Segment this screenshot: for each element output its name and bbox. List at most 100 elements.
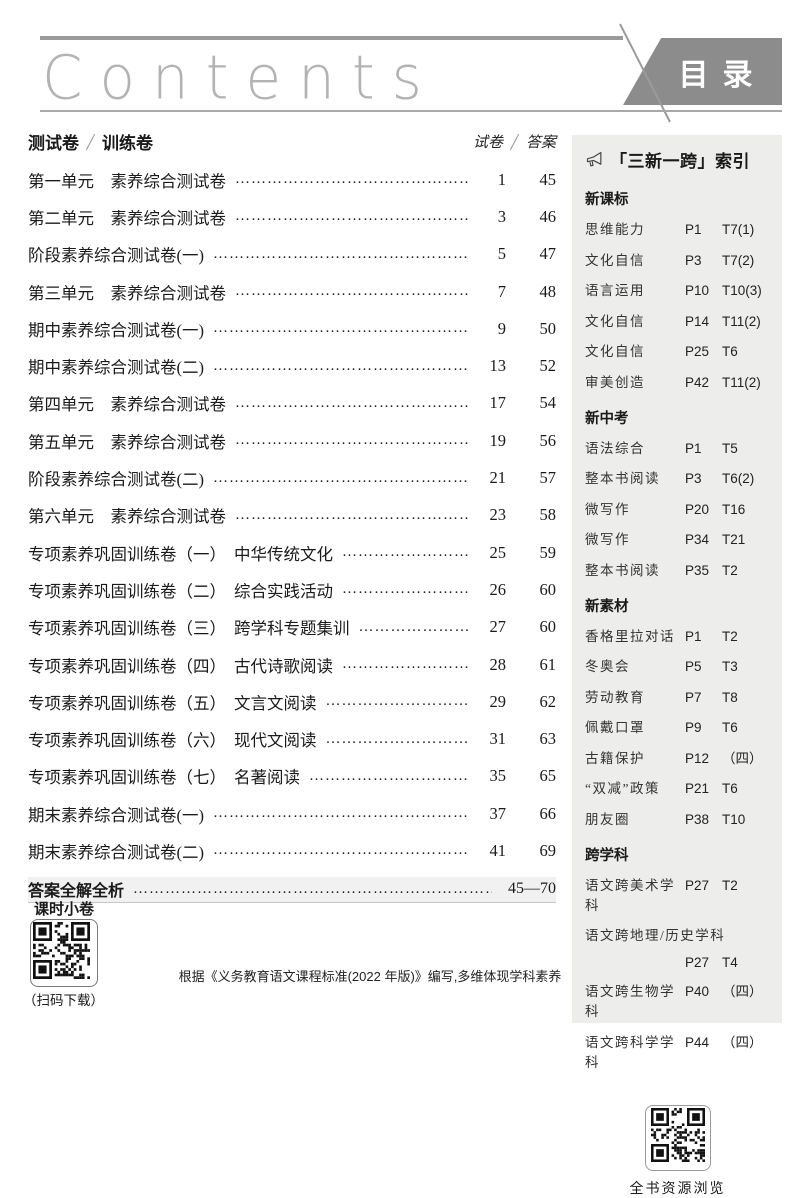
index-sidebar: 「三新一跨」索引 新课标 思维能力 P1 T7(1) 文化自信 P3 T7(2)… xyxy=(572,135,782,1197)
toc-row: 专项素养巩固训练卷（七） 名著阅读 35 65 xyxy=(28,758,556,795)
toc-row-subtitle: 综合实践活动 xyxy=(234,581,333,601)
sidebar-item-ref: T6 xyxy=(722,720,738,735)
sidebar-item-label: 思维能力 xyxy=(585,222,645,237)
sidebar-item-ref: T11(2) xyxy=(722,313,761,329)
dot-leader xyxy=(235,171,470,188)
toc-row: 期中素养综合测试卷(一) 9 50 xyxy=(28,310,556,347)
dot-leader xyxy=(133,881,492,898)
toc-row: 第四单元 素养综合测试卷 17 54 xyxy=(28,385,556,422)
toc-row-paper-page: 41 xyxy=(489,840,507,860)
dot-leader xyxy=(213,470,470,487)
toc-row-title: 专项素养巩固训练卷（六） xyxy=(28,731,226,751)
toc-row-paper-page: 13 xyxy=(489,356,507,376)
toc-row-title: 专项素养巩固训练卷（七） xyxy=(28,768,226,788)
sidebar-item-page: P38 xyxy=(685,811,710,827)
toc-row-title: 第五单元 素养综合测试卷 xyxy=(28,432,226,452)
toc-row-paper-page: 19 xyxy=(489,430,507,450)
toc-row-title: 阶段素养综合测试卷(二) xyxy=(28,470,204,490)
sidebar-item-label: “双减”政策 xyxy=(585,781,660,796)
toc-row-subtitle: 名著阅读 xyxy=(234,768,300,788)
dot-leader xyxy=(326,693,471,710)
col-header-training-papers: 训练卷 xyxy=(102,134,153,153)
toc-row-title: 专项素养巩固训练卷（三） xyxy=(28,619,226,639)
sidebar-item-label: 语文跨美术学科 xyxy=(585,877,675,913)
toc-row-answer-page: 56 xyxy=(539,430,557,450)
dot-leader xyxy=(359,619,471,636)
resources-qr-code xyxy=(644,1104,711,1171)
sidebar-index-item: 语文跨地理/历史学科 xyxy=(585,924,770,944)
dot-leader xyxy=(235,432,470,449)
toc-row-answer-page: 58 xyxy=(539,505,557,525)
sidebar-item-page: P42 xyxy=(685,374,710,390)
sidebar-item-page: P25 xyxy=(685,344,710,359)
sidebar-section-items: 思维能力 P1 T7(1) 文化自信 P3 T7(2) 语言运用 P10 T10… xyxy=(585,218,770,391)
scan-download-caption: （扫码下载） xyxy=(23,993,104,1008)
toc-row-answer-page: 60 xyxy=(539,579,557,599)
sidebar-item-label: 整本书阅读 xyxy=(585,471,660,486)
sidebar-section-heading: 新中考 xyxy=(585,410,629,427)
dot-leader xyxy=(235,208,470,225)
toc-row-paper-page: 17 xyxy=(489,393,507,413)
toc-row-answer-page: 50 xyxy=(539,318,557,338)
sidebar-item-ref: T16 xyxy=(722,501,746,517)
sidebar-index-item: 语言运用 P10 T10(3) xyxy=(585,279,770,299)
toc-row-title: 专项素养巩固训练卷（四） xyxy=(28,656,226,676)
toc-row: 第三单元 素养综合测试卷 7 48 xyxy=(28,273,556,310)
toc-banner: 目录 xyxy=(623,38,782,105)
toc-row: 专项素养巩固训练卷（二） 综合实践活动 26 60 xyxy=(28,571,556,608)
sidebar-item-page: P14 xyxy=(685,313,710,329)
sidebar-item-label: 朋友圈 xyxy=(585,811,630,827)
answers-summary-row: 答案全解全析 45—70 xyxy=(28,876,556,903)
toc-row-title: 第一单元 素养综合测试卷 xyxy=(28,171,226,191)
sidebar-item-page: P5 xyxy=(685,659,702,674)
sidebar-item-ref: T2 xyxy=(722,628,738,644)
sidebar-item-ref: T6 xyxy=(722,344,738,359)
toc-row-subtitle: 跨学科专题集训 xyxy=(234,619,350,639)
header-top-rule xyxy=(40,36,623,40)
toc-row-title: 专项素养巩固训练卷（五） xyxy=(28,693,226,713)
toc-row-answer-page: 62 xyxy=(539,691,557,711)
sidebar-item-page: P27 xyxy=(685,954,710,970)
dot-leader xyxy=(342,544,470,561)
toc-row: 期末素养综合测试卷(二) 41 69 xyxy=(28,832,556,869)
sidebar-item-ref: T2 xyxy=(722,877,738,893)
toc-row: 专项素养巩固训练卷（五） 文言文阅读 29 62 xyxy=(28,683,556,720)
toc-row-paper-page: 1 xyxy=(497,169,506,189)
col-header-paper-page: 试卷 xyxy=(472,135,503,151)
sidebar-item-label: 香格里拉对话 xyxy=(585,628,675,644)
sidebar-item-page: P3 xyxy=(685,252,702,268)
sidebar-item-label: 劳动教育 xyxy=(585,689,645,705)
sidebar-item-page: P34 xyxy=(685,532,710,547)
sidebar-index-item: 文化自信 P14 T11(2) xyxy=(585,310,770,330)
toc-row-paper-page: 25 xyxy=(489,542,507,562)
slash-divider xyxy=(85,133,96,150)
sidebar-item-label: 语文跨地理/历史学科 xyxy=(585,928,726,943)
sidebar-item-page: P44 xyxy=(685,1034,710,1050)
dot-leader xyxy=(213,246,470,263)
dot-leader xyxy=(342,581,470,598)
toc-row: 阶段素养综合测试卷(一) 5 47 xyxy=(28,236,556,273)
sidebar-index-item: “双减”政策 P21 T6 xyxy=(585,777,770,797)
sidebar-item-page: P12 xyxy=(685,750,710,766)
sidebar-section-heading: 新课标 xyxy=(585,192,629,208)
toc-row-list: 第一单元 素养综合测试卷 1 45 第二单元 素养综合测试卷 3 46 阶段素养… xyxy=(28,161,556,870)
sidebar-item-label: 语法综合 xyxy=(585,440,645,456)
col-header-answer-page: 答案 xyxy=(525,135,556,151)
sidebar-item-ref: T8 xyxy=(722,689,738,705)
qr-code-image xyxy=(650,1107,705,1162)
sidebar-item-page: P3 xyxy=(685,471,702,486)
sidebar-index-item: 冬奥会 P5 T3 xyxy=(585,655,770,675)
toc-row: 第五单元 素养综合测试卷 19 56 xyxy=(28,422,556,459)
lesson-quiz-label: 课时小卷 xyxy=(34,901,95,918)
toc-row-paper-page: 35 xyxy=(489,766,507,786)
dot-leader xyxy=(235,395,470,412)
sidebar-index-item: P27 T4 xyxy=(585,955,770,970)
col-header-test-papers: 测试卷 xyxy=(28,134,79,153)
sidebar-item-label: 古籍保护 xyxy=(585,750,645,766)
toc-row-paper-page: 3 xyxy=(497,206,506,226)
sidebar-item-ref: T10(3) xyxy=(722,283,762,298)
sidebar-item-ref: T5 xyxy=(722,440,738,456)
sidebar-section-heading: 新素材 xyxy=(585,598,629,615)
sidebar-title: 「三新一跨」索引 xyxy=(585,147,770,172)
dot-leader xyxy=(213,842,470,859)
